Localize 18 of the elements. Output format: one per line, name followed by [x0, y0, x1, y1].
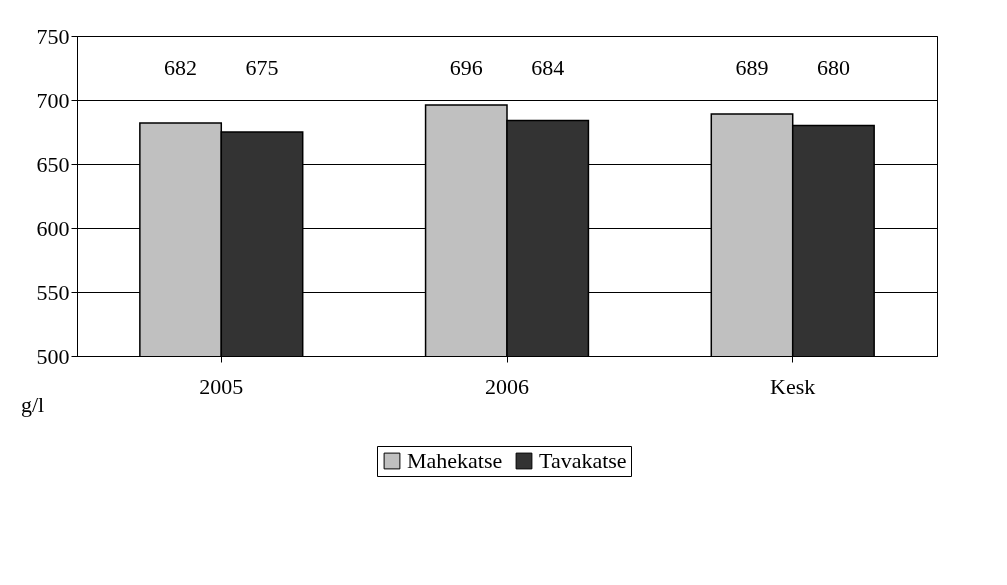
- x-tick-label: 2005: [199, 373, 244, 399]
- y-tick-label: 750: [36, 23, 70, 49]
- y-axis-title: g/l: [20, 391, 45, 417]
- legend-label: Tavakatse: [539, 448, 627, 473]
- data-label: 675: [245, 55, 279, 80]
- legend-label: Mahekatse: [407, 448, 503, 473]
- y-tick-label: 500: [36, 343, 70, 369]
- data-label: 696: [449, 55, 483, 80]
- data-label: 684: [531, 55, 565, 80]
- data-label: 682: [164, 55, 198, 80]
- y-tick-label: 600: [36, 215, 70, 241]
- data-label: 689: [735, 55, 769, 80]
- y-tick-label: 550: [36, 279, 70, 305]
- y-tick-label: 650: [36, 151, 70, 177]
- x-tick-label: 2006: [485, 373, 529, 399]
- x-tick-label: Kesk: [770, 373, 816, 399]
- data-label: 680: [816, 55, 850, 80]
- y-tick-label: 700: [36, 87, 70, 113]
